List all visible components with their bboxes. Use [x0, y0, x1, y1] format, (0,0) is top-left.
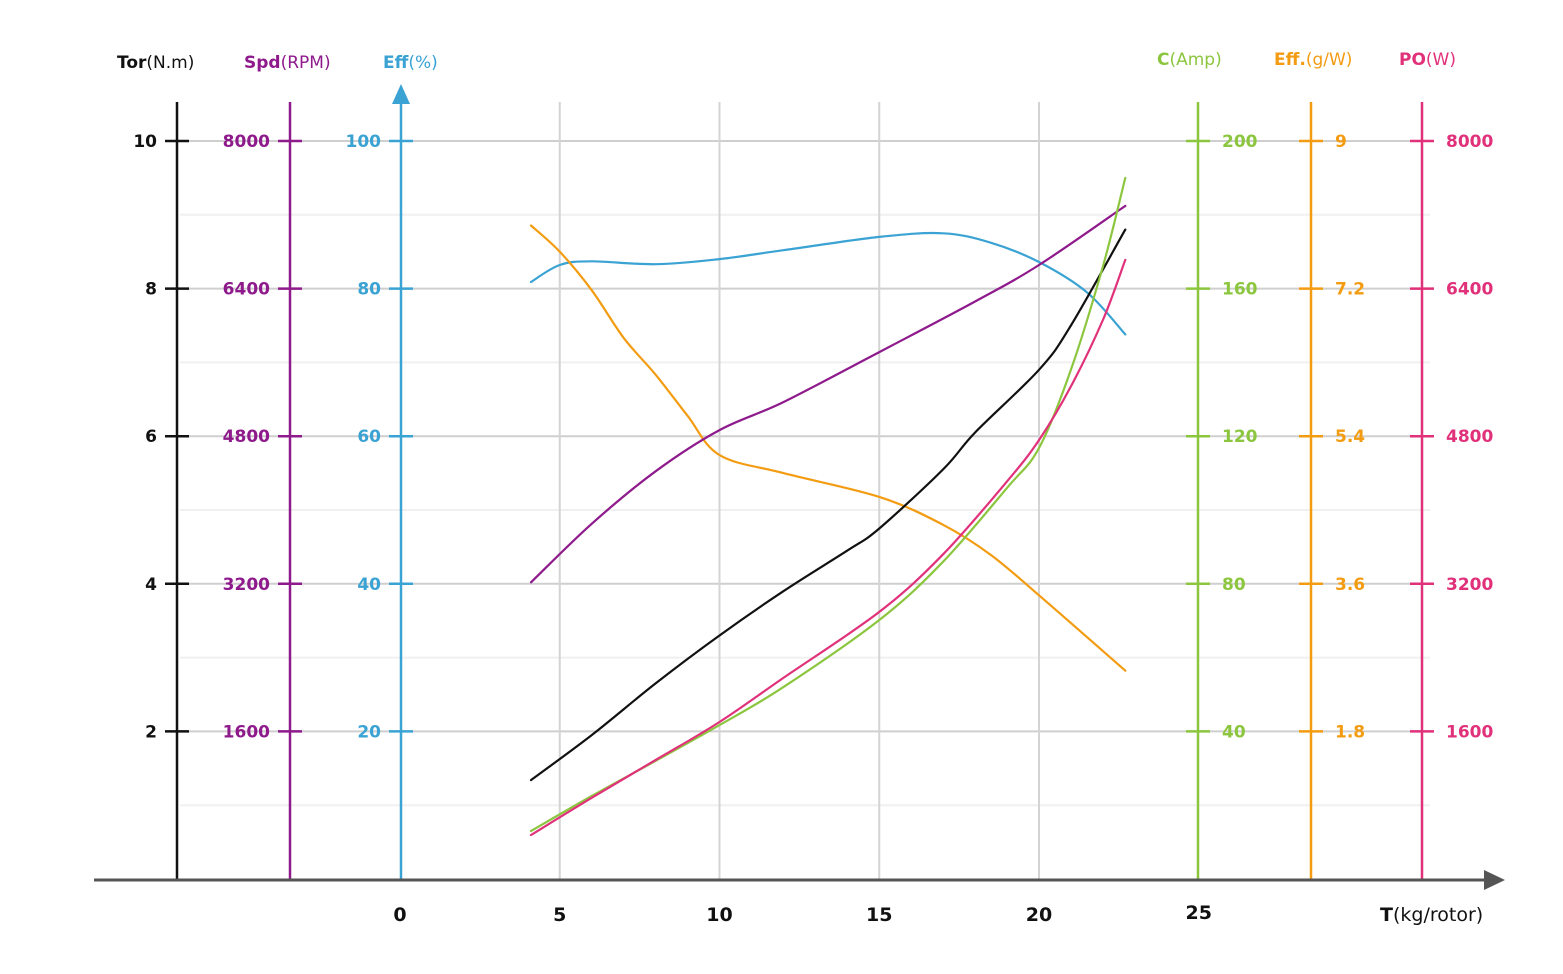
tick-label-tor: 6	[145, 427, 157, 447]
tick-label-effgw: 3.6	[1335, 575, 1365, 595]
axis-title-bold: Eff	[383, 53, 409, 73]
tick-label-po: 4800	[1446, 427, 1493, 447]
series-lines	[529, 176, 1127, 837]
x-tick-label: 25	[1186, 902, 1212, 924]
axis-arrow-up-icon	[392, 84, 410, 104]
tick-label-effgw: 7.2	[1335, 280, 1365, 300]
series-line-speed	[529, 204, 1127, 584]
axis-title-unit: (RPM)	[281, 53, 331, 73]
grid	[180, 102, 1430, 879]
x-axis-title-unit: (kg/rotor)	[1393, 904, 1483, 926]
series-line-current	[529, 176, 1127, 833]
axis-title-bold: Spd	[244, 53, 281, 73]
tick-label-tor: 2	[145, 722, 157, 742]
tick-label-po: 3200	[1446, 575, 1493, 595]
x-axis-arrow-icon	[1484, 870, 1505, 890]
tick-label-eff: 100	[346, 132, 382, 152]
tick-label-tor: 8	[145, 280, 157, 300]
axis-title-unit: (W)	[1426, 50, 1456, 70]
axes	[94, 84, 1505, 890]
tick-label-effgw: 1.8	[1335, 722, 1365, 742]
x-tick-label: 5	[553, 904, 566, 926]
tick-label-po: 1600	[1446, 722, 1493, 742]
tick-label-eff: 60	[357, 427, 381, 447]
tick-label-effgw: 9	[1335, 132, 1347, 152]
tick-label-eff: 20	[357, 722, 381, 742]
x-tick-label: 20	[1026, 904, 1052, 926]
axis-title-unit: (N.m)	[146, 53, 194, 73]
axis-title-eff: Eff(%)	[383, 53, 438, 73]
axis-title-bold: PO	[1399, 50, 1426, 70]
series-line-torque	[529, 228, 1127, 782]
axis-title-unit: (%)	[408, 53, 437, 73]
tick-label-po: 6400	[1446, 280, 1493, 300]
axis-title-bold: Tor	[117, 53, 147, 73]
labels: Tor(N.m)246810Spd(RPM)160032004800640080…	[117, 50, 1493, 926]
axis-title-po: PO(W)	[1399, 50, 1456, 70]
tick-label-spd: 3200	[223, 575, 270, 595]
x-axis-title-bold: T	[1380, 904, 1393, 926]
tick-label-spd: 8000	[223, 132, 270, 152]
axis-title-tor: Tor(N.m)	[117, 53, 194, 73]
axis-title-unit: (Amp)	[1169, 50, 1221, 70]
x-tick-label: 0	[393, 904, 406, 926]
tick-label-tor: 4	[145, 575, 157, 595]
axis-title-bold: C	[1157, 50, 1169, 70]
tick-label-spd: 1600	[223, 722, 270, 742]
x-tick-label: 15	[866, 904, 892, 926]
tick-label-po: 8000	[1446, 132, 1493, 152]
series-line-power-out	[529, 258, 1127, 837]
tick-label-effgw: 5.4	[1335, 427, 1365, 447]
series-line-efficiency-	[529, 231, 1127, 336]
axis-title-effgw: Eff.(g/W)	[1274, 50, 1352, 70]
x-axis-title: T(kg/rotor)	[1380, 904, 1483, 926]
axis-title-unit: (g/W)	[1306, 50, 1353, 70]
tick-label-cur: 160	[1222, 280, 1258, 300]
tick-label-cur: 80	[1222, 575, 1246, 595]
tick-label-eff: 40	[357, 575, 381, 595]
axis-title-bold: Eff.	[1274, 50, 1306, 70]
x-tick-label: 10	[706, 904, 732, 926]
axis-title-cur: C(Amp)	[1157, 50, 1222, 70]
tick-label-cur: 40	[1222, 722, 1246, 742]
axis-title-spd: Spd(RPM)	[244, 53, 331, 73]
tick-label-eff: 80	[357, 280, 381, 300]
tick-label-cur: 200	[1222, 132, 1258, 152]
tick-label-spd: 6400	[223, 280, 270, 300]
series-line-efficiency-g-w	[529, 224, 1127, 672]
tick-label-spd: 4800	[223, 427, 270, 447]
tick-label-cur: 120	[1222, 427, 1258, 447]
tick-label-tor: 10	[133, 132, 157, 152]
